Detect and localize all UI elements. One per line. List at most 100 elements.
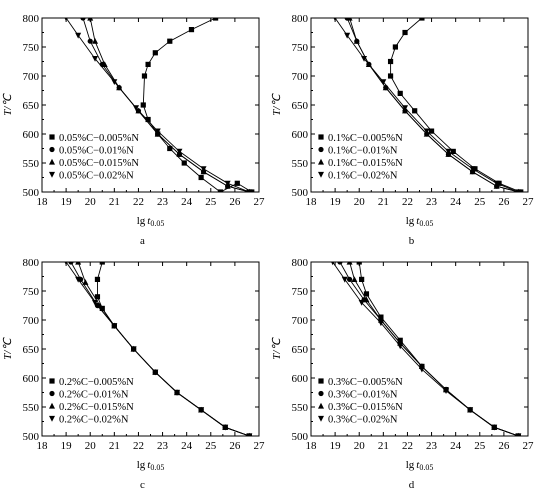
x-tick-label: 22 <box>133 196 144 208</box>
panel-c: 18 19 20 21 22 23 24 25 26 27 500 550 600 650 700 750 80… <box>2 257 265 491</box>
x-tick-label: 20 <box>85 196 97 208</box>
panel-label: d <box>409 479 415 491</box>
x-axis-label: lg t0.05 <box>137 215 165 228</box>
data-point <box>423 128 430 135</box>
data-point <box>246 433 253 436</box>
x-axis-label-var: t <box>416 215 420 227</box>
series-line <box>89 18 250 192</box>
data-point <box>213 18 219 21</box>
x-tick-label: 19 <box>330 440 342 452</box>
data-point <box>140 102 146 108</box>
x-axis-label-var: t <box>147 215 151 227</box>
series-line <box>390 18 521 192</box>
legend-label: 0.05%C−0.005%N <box>59 133 139 144</box>
data-point <box>445 148 452 155</box>
data-point <box>331 262 335 266</box>
x-tick-label: 24 <box>181 440 193 452</box>
series-4 <box>64 18 253 192</box>
x-tick-label: 21 <box>378 440 389 452</box>
x-tick-label: 26 <box>229 440 241 452</box>
legend-label: 0.2%C−0.01%N <box>59 390 129 401</box>
data-point <box>133 105 140 112</box>
legend-marker <box>49 146 55 153</box>
legend-label: 0.1%C−0.005%N <box>328 133 403 144</box>
legend-marker <box>318 415 324 422</box>
data-point <box>234 180 240 186</box>
data-point <box>351 276 358 282</box>
data-point <box>412 108 418 114</box>
x-tick-label: 18 <box>37 440 49 452</box>
y-tick-label: 550 <box>292 158 309 170</box>
series-line <box>65 262 250 436</box>
y-tick-label: 500 <box>23 187 40 199</box>
x-axis-label: lg t0.05 <box>406 459 434 472</box>
x-tick-label: 23 <box>426 440 438 452</box>
data-point <box>198 407 205 414</box>
x-tick-label: 23 <box>426 196 438 208</box>
x-tick-label: 27 <box>523 440 535 452</box>
data-point <box>496 180 502 186</box>
data-point <box>491 424 498 431</box>
data-point <box>167 38 173 44</box>
data-point <box>92 38 99 44</box>
x-tick-label: 26 <box>498 196 510 208</box>
y-axis-label: T/℃ <box>2 93 14 116</box>
legend-marker <box>49 390 55 397</box>
legend: 0.05%C−0.005%N 0.05%C−0.01%N0.05%C−0.015%… <box>49 133 139 182</box>
x-tick-label: 21 <box>109 196 120 208</box>
series-line <box>334 18 519 192</box>
y-tick-label: 750 <box>292 286 309 298</box>
data-point <box>92 56 99 62</box>
data-point <box>145 61 151 67</box>
x-axis-label: lg t0.05 <box>406 215 434 228</box>
data-point <box>450 148 456 154</box>
x-axis-label-main: lg <box>137 459 146 471</box>
panel-b: 18 19 20 21 22 23 24 25 26 27 500 550 600 650 700 750 80… <box>271 13 534 247</box>
y-tick-label: 750 <box>23 286 40 298</box>
data-point <box>75 276 82 283</box>
data-point <box>176 148 183 155</box>
series-line <box>349 18 519 192</box>
data-point <box>353 38 360 44</box>
x-tick-label: 27 <box>254 440 266 452</box>
legend-label: 0.1%C−0.01%N <box>328 146 398 157</box>
data-point <box>344 32 351 39</box>
y-axis-label: T/℃ <box>271 337 283 360</box>
x-tick-label: 21 <box>109 440 120 452</box>
legend-marker <box>318 378 324 384</box>
data-point <box>94 276 101 282</box>
panel-d: 18 19 20 21 22 23 24 25 26 27 500 550 600 650 700 750 80… <box>271 257 534 491</box>
data-point <box>387 73 394 79</box>
data-point <box>472 166 478 172</box>
series-4 <box>333 18 522 192</box>
plot-series-group <box>333 18 524 192</box>
panel-a: 18 19 20 21 22 23 24 25 26 27 500 550 600 650 700 750 80… <box>2 13 265 247</box>
legend-marker <box>318 158 324 165</box>
panel-label: c <box>140 479 145 491</box>
legend-marker <box>49 134 55 140</box>
data-point <box>152 50 158 56</box>
plot-series-group <box>64 262 253 436</box>
data-point <box>188 27 195 33</box>
data-point <box>145 116 151 123</box>
y-tick-label: 650 <box>292 100 309 112</box>
x-tick-label: 23 <box>157 196 169 208</box>
legend-label: 0.2%C−0.02%N <box>59 415 129 426</box>
legend-label: 0.3%C−0.005%N <box>328 377 403 388</box>
legend-marker <box>318 402 324 409</box>
y-tick-label: 500 <box>292 431 309 443</box>
legend-label: 0.2%C−0.005%N <box>59 377 134 388</box>
data-point <box>224 180 231 187</box>
data-point <box>377 320 384 327</box>
data-point <box>198 174 204 181</box>
data-point <box>333 18 337 22</box>
data-point <box>167 145 173 152</box>
x-tick-label: 25 <box>205 440 217 452</box>
x-tick-label: 25 <box>205 196 217 208</box>
x-tick-label: 24 <box>181 196 193 208</box>
x-tick-label: 19 <box>61 196 73 208</box>
y-tick-label: 600 <box>292 373 309 385</box>
data-point <box>92 300 99 306</box>
x-tick-label: 20 <box>85 440 97 452</box>
